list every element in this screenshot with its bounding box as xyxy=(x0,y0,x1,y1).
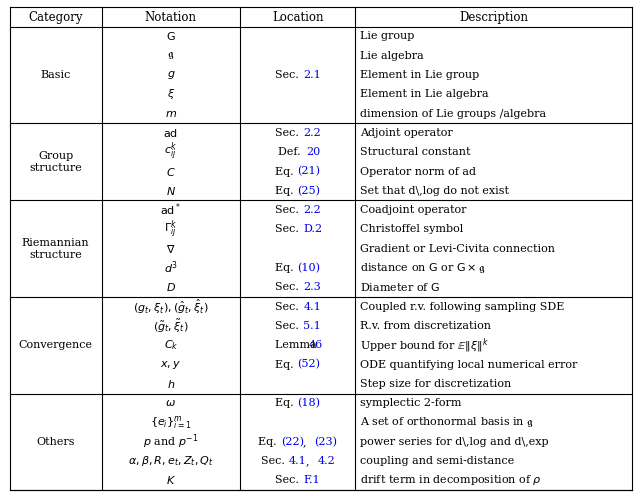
Text: ODE quantifying local numerical error: ODE quantifying local numerical error xyxy=(360,360,577,370)
Text: $g$: $g$ xyxy=(166,69,175,81)
Text: ,: , xyxy=(303,437,310,447)
Text: Gradient or Levi-Civita connection: Gradient or Levi-Civita connection xyxy=(360,244,555,254)
Text: ,: , xyxy=(306,456,313,466)
Text: $\mathrm{ad}$: $\mathrm{ad}$ xyxy=(163,127,179,139)
Text: Riemannian
structure: Riemannian structure xyxy=(22,238,90,259)
Text: Notation: Notation xyxy=(145,10,197,24)
Text: 5.1: 5.1 xyxy=(303,321,321,331)
Text: $C$: $C$ xyxy=(166,166,176,178)
Text: $\alpha,\beta, R, e_t, Z_t, Q_t$: $\alpha,\beta, R, e_t, Z_t, Q_t$ xyxy=(128,454,214,468)
Text: $\nabla$: $\nabla$ xyxy=(166,243,175,255)
Text: Eq.: Eq. xyxy=(275,186,297,196)
Text: 4.2: 4.2 xyxy=(317,456,335,466)
Text: Operator norm of ad: Operator norm of ad xyxy=(360,167,476,177)
Text: 2.3: 2.3 xyxy=(303,282,321,292)
Text: Sec.: Sec. xyxy=(275,321,303,331)
Text: $K$: $K$ xyxy=(166,474,176,487)
Text: Location: Location xyxy=(272,10,323,24)
Text: Christoffel symbol: Christoffel symbol xyxy=(360,224,463,235)
Text: 2.1: 2.1 xyxy=(303,70,321,80)
Text: 4.1: 4.1 xyxy=(289,456,307,466)
Text: $\omega$: $\omega$ xyxy=(166,398,176,408)
Text: (21): (21) xyxy=(298,166,321,177)
Text: Element in Lie algebra: Element in Lie algebra xyxy=(360,89,488,99)
Text: (10): (10) xyxy=(298,263,321,273)
Text: $m$: $m$ xyxy=(165,109,177,119)
Text: D.2: D.2 xyxy=(303,224,323,235)
Text: Sec.: Sec. xyxy=(275,475,303,486)
Text: $D$: $D$ xyxy=(166,281,176,293)
Text: $N$: $N$ xyxy=(166,185,176,197)
Text: coupling and semi-distance: coupling and semi-distance xyxy=(360,456,514,466)
Text: (52): (52) xyxy=(298,360,321,370)
Text: 20: 20 xyxy=(306,147,320,157)
Text: (18): (18) xyxy=(298,398,321,408)
Text: drift term in decomposition of $\rho$: drift term in decomposition of $\rho$ xyxy=(360,473,541,488)
Text: $\mathfrak{g}$: $\mathfrak{g}$ xyxy=(167,50,175,61)
Text: $C_k$: $C_k$ xyxy=(164,338,178,352)
Text: (22): (22) xyxy=(281,436,304,447)
Text: Convergence: Convergence xyxy=(19,340,93,350)
Text: Eq.: Eq. xyxy=(275,167,297,177)
Text: Sec.: Sec. xyxy=(275,128,303,138)
Text: $\Gamma_{ij}^k$: $\Gamma_{ij}^k$ xyxy=(164,218,177,241)
Text: $h$: $h$ xyxy=(167,378,175,390)
Text: Def.: Def. xyxy=(278,147,304,157)
Text: Basic: Basic xyxy=(40,70,71,80)
Text: (23): (23) xyxy=(314,436,337,447)
Text: Lie algebra: Lie algebra xyxy=(360,51,424,61)
Text: Set that d\,log do not exist: Set that d\,log do not exist xyxy=(360,186,509,196)
Text: Sec.: Sec. xyxy=(275,282,303,292)
Text: $d^3$: $d^3$ xyxy=(164,260,178,276)
Text: Upper bound for $\mathbb{E}\|\xi\|^k$: Upper bound for $\mathbb{E}\|\xi\|^k$ xyxy=(360,336,488,355)
Text: $\mathrm{ad}^*$: $\mathrm{ad}^*$ xyxy=(161,202,182,218)
Text: Sec.: Sec. xyxy=(275,302,303,311)
Text: symplectic 2-form: symplectic 2-form xyxy=(360,398,461,408)
Text: $\mathsf{G}$: $\mathsf{G}$ xyxy=(166,30,176,42)
Text: 2.2: 2.2 xyxy=(303,128,321,138)
Text: Adjoint operator: Adjoint operator xyxy=(360,128,452,138)
Text: Sec.: Sec. xyxy=(275,205,303,215)
Text: Category: Category xyxy=(28,10,83,24)
Text: Lie group: Lie group xyxy=(360,31,414,41)
Text: A set of orthonormal basis in $\mathfrak{g}$: A set of orthonormal basis in $\mathfrak… xyxy=(360,416,534,430)
Text: F.1: F.1 xyxy=(303,475,320,486)
Text: R.v. from discretization: R.v. from discretization xyxy=(360,321,491,331)
Text: $\xi$: $\xi$ xyxy=(167,87,175,101)
Text: power series for d\,log and d\,exp: power series for d\,log and d\,exp xyxy=(360,437,548,447)
Text: Step size for discretization: Step size for discretization xyxy=(360,379,511,389)
Text: dimension of Lie groups /algebra: dimension of Lie groups /algebra xyxy=(360,109,546,119)
Text: $\{e_i\}_{i=1}^m$: $\{e_i\}_{i=1}^m$ xyxy=(150,414,191,431)
Text: Others: Others xyxy=(36,437,75,447)
Text: Lemma: Lemma xyxy=(275,340,321,350)
Text: Eq.: Eq. xyxy=(275,360,297,370)
Text: Eq.: Eq. xyxy=(275,398,297,408)
Text: Group
structure: Group structure xyxy=(29,151,82,173)
Text: $c_{ij}^k$: $c_{ij}^k$ xyxy=(164,141,177,163)
Text: Description: Description xyxy=(460,10,528,24)
Text: 46: 46 xyxy=(309,340,323,350)
Text: Eq.: Eq. xyxy=(259,437,280,447)
Text: Diameter of $\mathsf{G}$: Diameter of $\mathsf{G}$ xyxy=(360,281,440,293)
Text: Sec.: Sec. xyxy=(275,70,303,80)
Text: Element in Lie group: Element in Lie group xyxy=(360,70,479,80)
Text: distance on $\mathsf{G}$ or $\mathsf{G}\times\mathfrak{g}$: distance on $\mathsf{G}$ or $\mathsf{G}\… xyxy=(360,261,485,275)
Text: (25): (25) xyxy=(298,186,321,196)
Text: Coupled r.v. following sampling SDE: Coupled r.v. following sampling SDE xyxy=(360,302,564,311)
Text: $x, y$: $x, y$ xyxy=(160,359,182,371)
Text: $(g_t,\xi_t),(\hat{g}_t,\hat{\xi}_t)$: $(g_t,\xi_t),(\hat{g}_t,\hat{\xi}_t)$ xyxy=(133,298,209,316)
Text: $p$ and $p^{-1}$: $p$ and $p^{-1}$ xyxy=(143,433,198,451)
Text: Eq.: Eq. xyxy=(275,263,297,273)
Text: 2.2: 2.2 xyxy=(303,205,321,215)
Text: Structural constant: Structural constant xyxy=(360,147,470,157)
Text: 4.1: 4.1 xyxy=(303,302,321,311)
Text: $(\tilde{g}_t,\tilde{\xi}_t)$: $(\tilde{g}_t,\tilde{\xi}_t)$ xyxy=(153,317,189,334)
Text: Sec.: Sec. xyxy=(275,224,303,235)
Text: Coadjoint operator: Coadjoint operator xyxy=(360,205,466,215)
Text: Sec.: Sec. xyxy=(261,456,289,466)
